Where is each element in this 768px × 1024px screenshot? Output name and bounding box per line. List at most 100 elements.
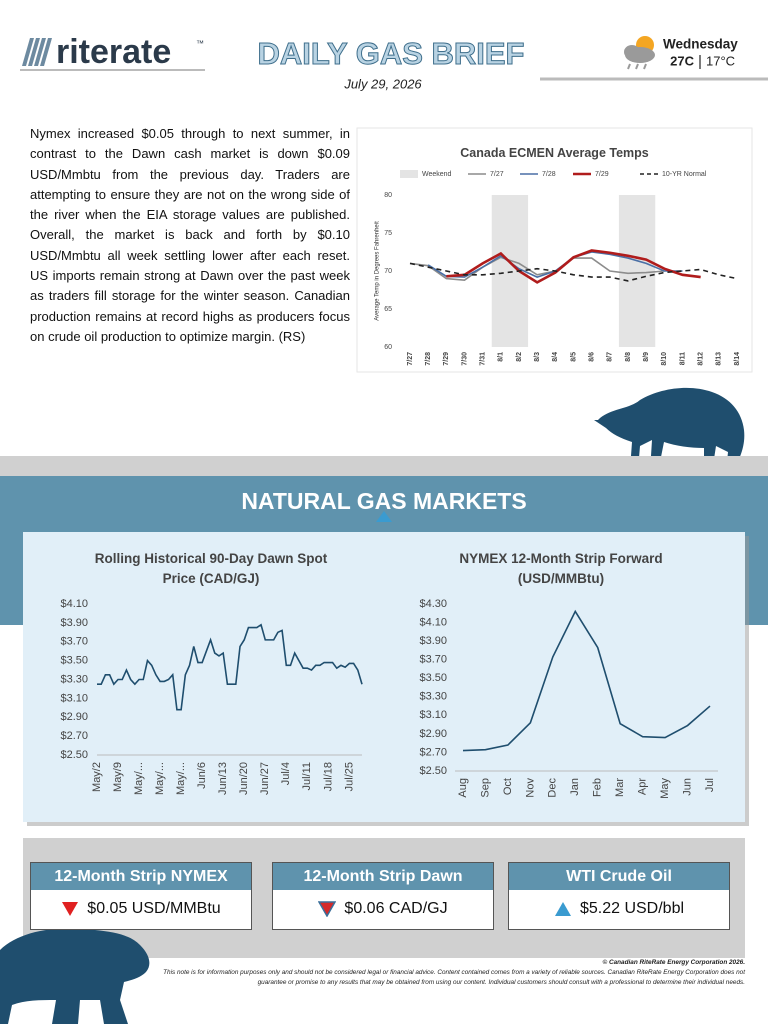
spot-chart: $2.50 $2.70 $2.90 $3.10 $3.30 $3.50 $3.70 $3.90… xyxy=(60,598,363,795)
y-tick-label: $2.70 xyxy=(60,730,88,742)
x-tick-label: May xyxy=(659,778,671,799)
x-tick-label: Feb xyxy=(592,778,604,797)
logo-icon xyxy=(22,38,52,66)
x-tick-label: Jul/11 xyxy=(301,762,313,791)
weather-low: 17°C xyxy=(706,53,735,68)
y-tick-label: $3.50 xyxy=(60,655,88,667)
copyright: © Canadian RiteRate Energy Corporation 2… xyxy=(602,959,746,966)
x-tick-label: 8/7 xyxy=(607,352,614,362)
indicator-value: $5.22 USD/bbl xyxy=(579,900,685,917)
y-tick-label: $4.10 xyxy=(60,598,88,610)
x-tick-label: May/... xyxy=(154,762,166,795)
direction-triangle xyxy=(554,902,571,916)
direction-icon xyxy=(318,901,337,917)
x-tick-label: Jul/25 xyxy=(343,762,355,791)
legend-label: 7/29 xyxy=(595,171,609,178)
y-tick-label: $3.30 xyxy=(60,673,88,685)
x-tick-label: 7/27 xyxy=(407,352,414,366)
x-tick-label: 7/28 xyxy=(425,352,432,366)
series-line xyxy=(462,609,711,752)
x-tick-label: Jul/18 xyxy=(322,762,334,791)
y-tick-label: 65 xyxy=(384,306,392,313)
y-tick-label: $3.90 xyxy=(419,635,447,647)
weekend-band xyxy=(491,195,529,347)
y-tick-label: $3.90 xyxy=(60,617,88,629)
legend-label: 7/28 xyxy=(542,171,556,178)
indicator-body: $5.22 USD/bbl xyxy=(509,890,729,928)
x-tick-label: Jul xyxy=(704,778,716,792)
x-tick-label: Jun/6 xyxy=(196,762,208,789)
x-tick-label: 8/4 xyxy=(552,352,559,362)
indicator-box: WTI Crude Oil $5.22 USD/bbl xyxy=(508,862,730,930)
chart-title: Rolling Historical 90-Day Dawn Spot Pric… xyxy=(94,551,328,586)
legend-swatch xyxy=(400,170,418,178)
x-tick-label: 8/8 xyxy=(625,352,632,362)
direction-icon xyxy=(62,902,79,916)
direction-triangle xyxy=(318,901,337,917)
bear-silhouette xyxy=(0,928,150,1024)
x-tick-label: 8/9 xyxy=(643,352,650,362)
indicator-box: 12-Month Strip NYMEX $0.05 USD/MMBtu xyxy=(30,862,252,930)
y-tick-label: $2.50 xyxy=(60,749,88,761)
x-tick-label: 8/2 xyxy=(516,352,523,362)
y-tick-label: 60 xyxy=(384,344,392,351)
y-tick-label: $3.30 xyxy=(419,691,447,703)
x-tick-label: 8/11 xyxy=(679,352,686,365)
x-tick-label: Jun/27 xyxy=(259,762,271,795)
section-title: NATURAL GAS MARKETS xyxy=(241,488,526,514)
x-tick-label: Jan xyxy=(569,778,581,796)
series-line xyxy=(97,623,363,711)
y-tick-label: 80 xyxy=(384,192,392,199)
x-tick-label: 8/3 xyxy=(534,352,541,362)
x-tick-label: 7/30 xyxy=(461,352,468,366)
x-tick-label: 7/29 xyxy=(443,352,450,366)
indicator-title: 12-Month Strip NYMEX xyxy=(31,863,251,890)
weekend-band xyxy=(618,195,656,347)
logo-text: riterate xyxy=(56,33,171,71)
indicator-value: $0.05 USD/MMBtu xyxy=(87,900,221,917)
x-tick-label: May/... xyxy=(175,762,187,795)
x-tick-label: May/2 xyxy=(91,762,103,792)
indicator-box: 12-Month Strip Dawn $0.06 CAD/GJ xyxy=(272,862,494,930)
x-tick-label: Sep xyxy=(479,778,491,798)
gray-band xyxy=(0,456,768,476)
indicator-title: 12-Month Strip Dawn xyxy=(273,863,493,890)
y-tick-label: $3.70 xyxy=(60,636,88,648)
y-tick-label: $2.50 xyxy=(419,765,447,777)
chart-frame xyxy=(356,127,753,373)
summary-text: Nymex increased $0.05 through to next su… xyxy=(30,126,350,344)
x-tick-label: Apr xyxy=(637,778,649,795)
section-triangle xyxy=(376,511,392,522)
series-line xyxy=(409,262,738,282)
y-tick-label: $3.10 xyxy=(60,692,88,704)
y-tick-label: $2.90 xyxy=(419,728,447,740)
weather-icon xyxy=(624,36,655,70)
x-tick-label: 7/31 xyxy=(480,352,487,366)
direction-icon xyxy=(554,902,571,916)
brief-date: July 29, 2026 xyxy=(343,76,422,91)
brief-title: DAILY GAS BRIEF xyxy=(258,36,525,71)
y-tick-label: $2.70 xyxy=(419,746,447,758)
temps-chart: Average Temp in Degrees Fahrenheit 60 65 70… xyxy=(375,170,741,366)
y-tick-label: $3.10 xyxy=(419,709,447,721)
indicator-value: $0.06 CAD/GJ xyxy=(344,900,448,917)
x-tick-label: Jul/4 xyxy=(280,762,292,785)
logo-mark: ™ xyxy=(196,39,204,48)
direction-triangle xyxy=(62,902,79,916)
x-tick-label: 8/13 xyxy=(716,352,723,366)
indicator-body: $0.06 CAD/GJ xyxy=(273,890,493,928)
y-tick-label: $4.10 xyxy=(419,616,447,628)
y-axis-label: Average Temp in Degrees Fahrenheit xyxy=(375,221,381,321)
x-tick-label: 8/14 xyxy=(734,352,741,366)
disclaimer: This note is for information purposes on… xyxy=(163,969,745,986)
x-tick-label: Nov xyxy=(524,778,536,798)
indicator-body: $0.05 USD/MMBtu xyxy=(31,890,251,928)
x-tick-label: Mar xyxy=(614,778,626,797)
bull-silhouette xyxy=(594,387,745,472)
x-tick-label: May/9 xyxy=(112,762,124,792)
x-tick-label: Jun/20 xyxy=(238,762,250,795)
x-tick-label: 8/1 xyxy=(498,352,505,362)
y-tick-label: $3.70 xyxy=(419,654,447,666)
